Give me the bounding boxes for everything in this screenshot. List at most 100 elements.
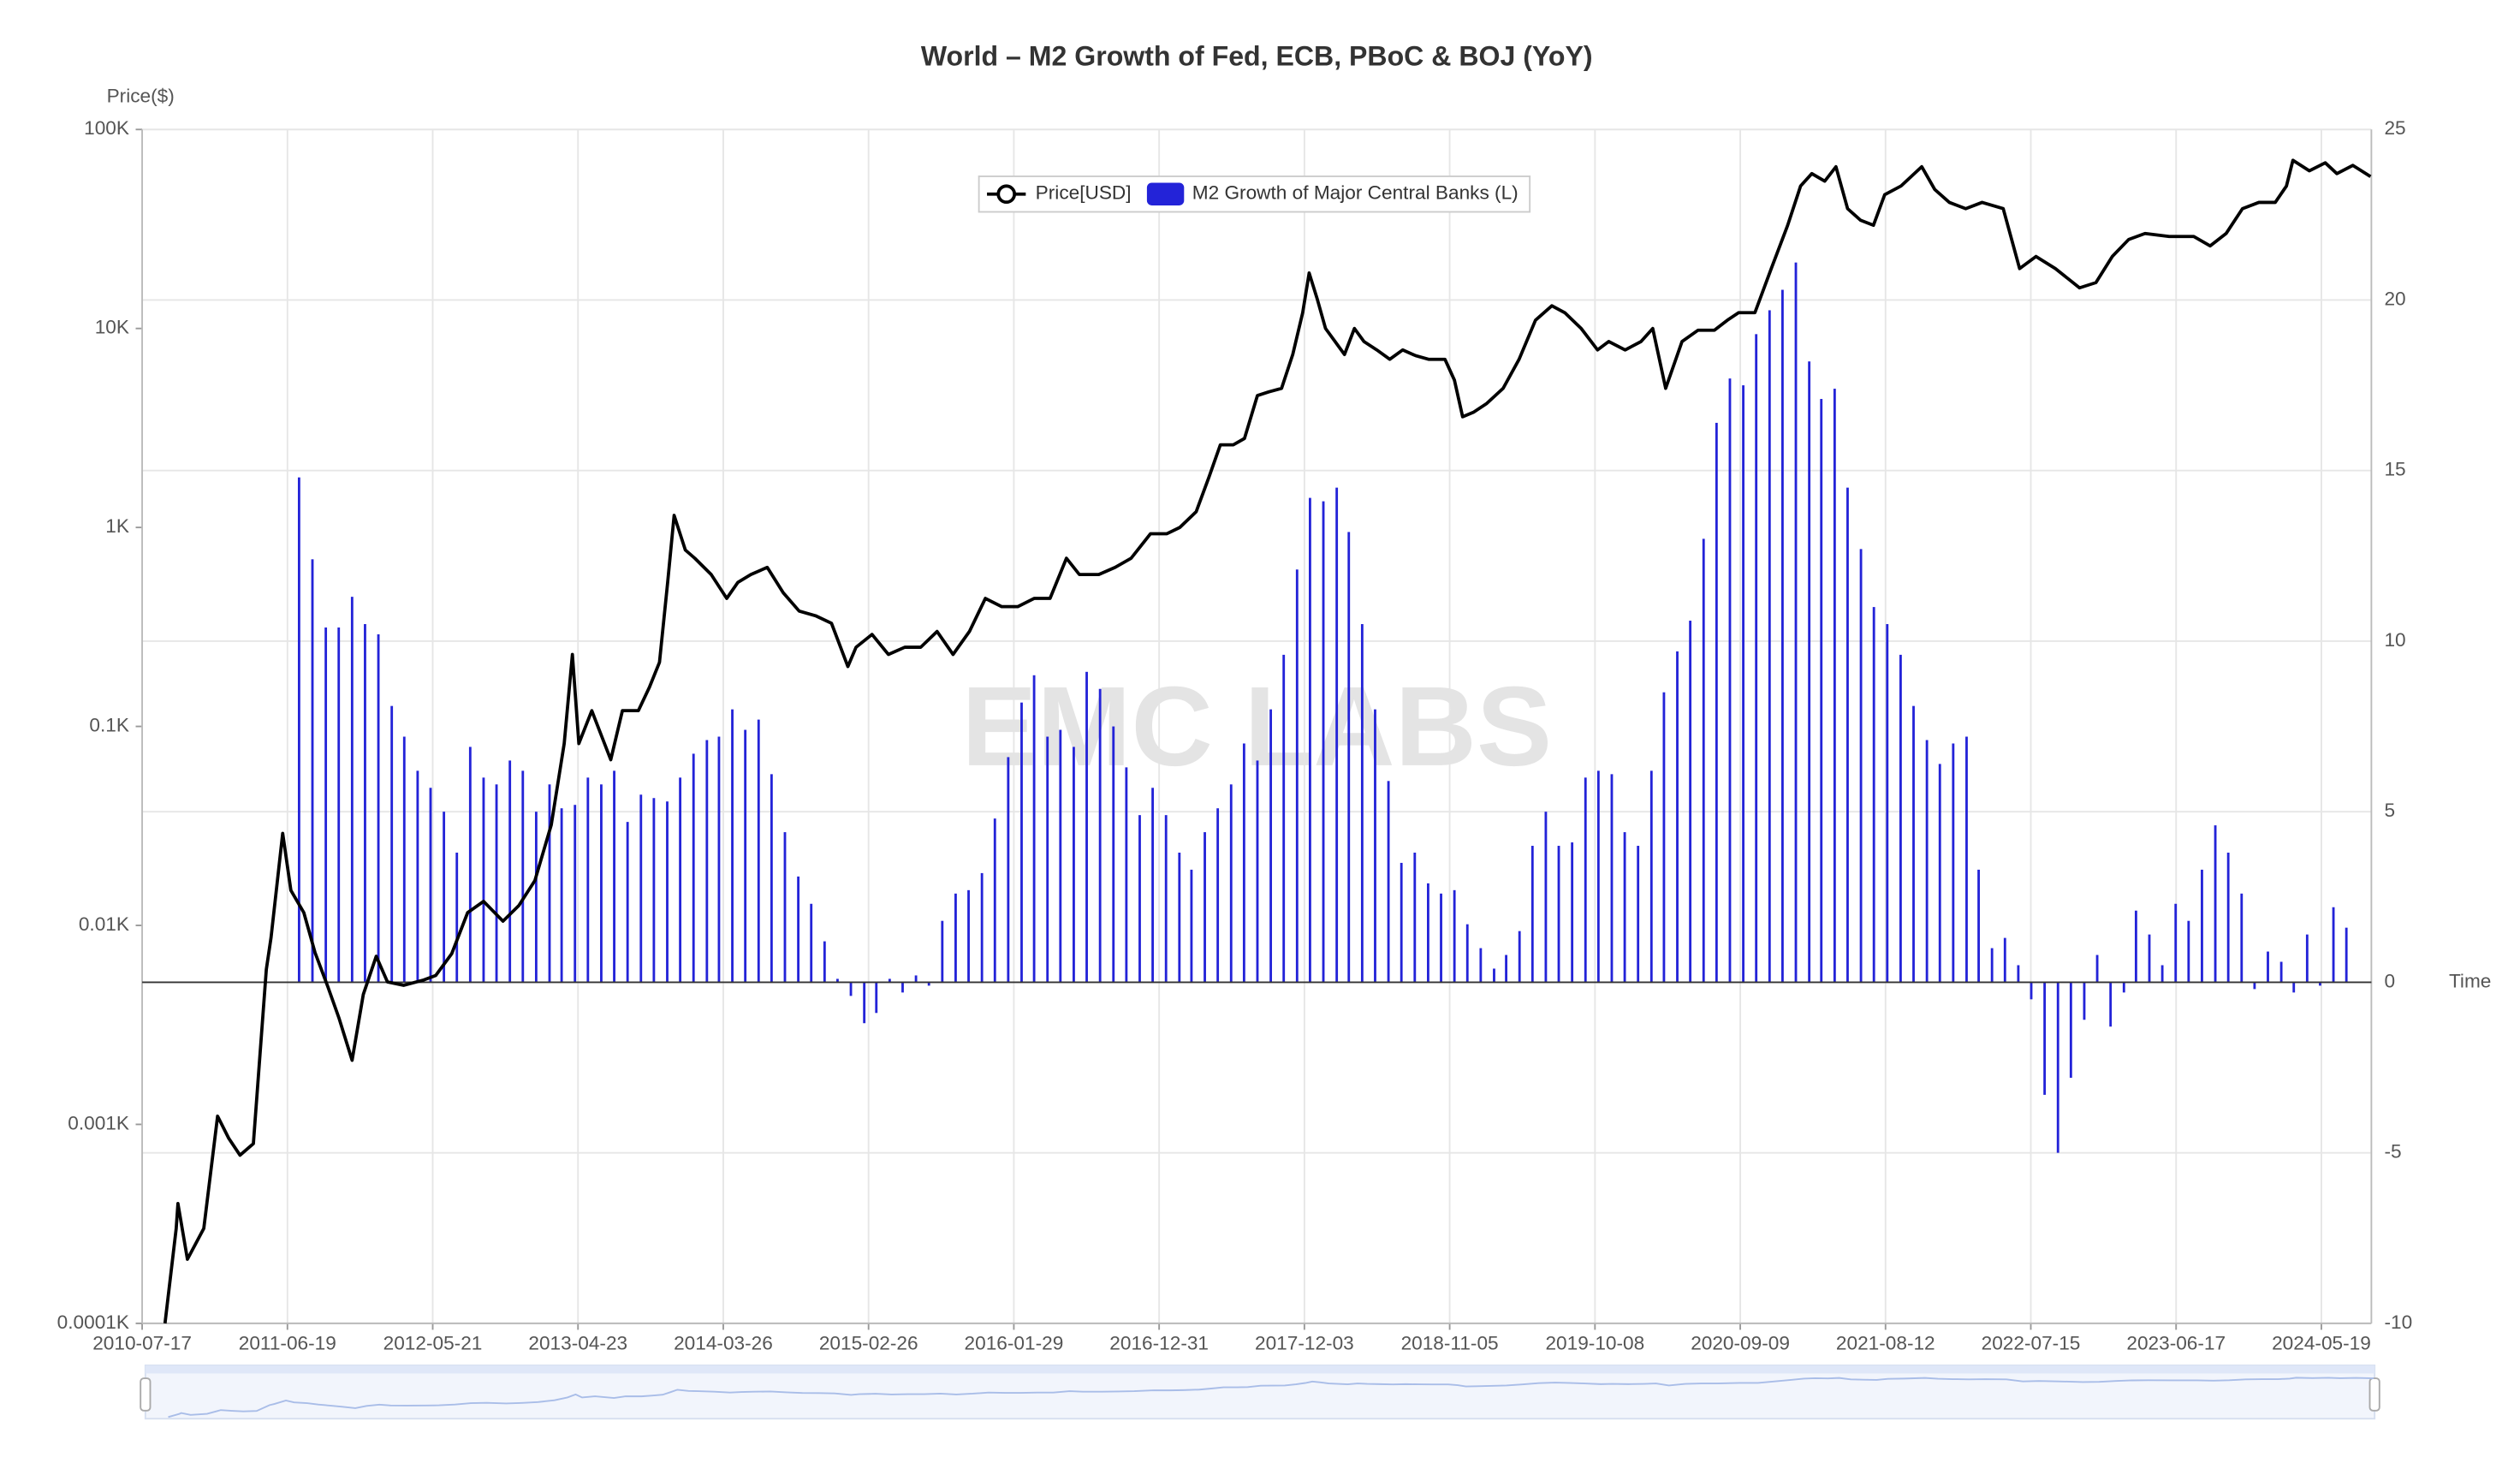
bar [1440,893,1442,983]
bar [1702,538,1705,983]
legend-label[interactable]: M2 Growth of Major Central Banks (L) [1192,182,1519,204]
y-tick-label: 0.001K [68,1112,129,1133]
bar [1505,955,1507,983]
bar [1493,968,1495,983]
bar [1715,422,1718,983]
bar [1229,784,1233,983]
bar [1990,948,1994,983]
bar [1872,607,1875,983]
bar [560,808,563,983]
slider-handle[interactable] [2368,1377,2380,1412]
x-tick-label: 2021-08-12 [1836,1332,1935,1353]
bar [666,801,669,983]
legend-label[interactable]: Price[USD] [1036,182,1132,204]
bar [2056,982,2059,1153]
bar [731,709,734,983]
bar [2201,869,2203,983]
x-tick-label: 2012-05-21 [383,1332,483,1353]
bar [1125,767,1128,983]
bar [2174,903,2178,983]
bar [311,559,314,983]
zoom-slider[interactable] [140,1365,2380,1420]
y2-tick-label: 25 [2384,117,2405,139]
slider-bar[interactable] [145,1365,2375,1374]
bar [495,784,498,983]
y-tick-label: 100K [84,117,129,139]
bar [324,627,328,983]
bar [1676,651,1679,983]
y-tick-label: 1K [105,515,129,537]
y2-tick-label: 20 [2384,288,2405,309]
bar [941,920,944,983]
bar [2253,982,2256,990]
bar [1584,777,1587,983]
slider-handle[interactable] [140,1377,152,1412]
bar-series [297,262,2348,1153]
bar [482,777,485,983]
bar [1912,705,1915,983]
bar [2122,982,2125,993]
bar [548,784,551,983]
axes: -10 -5 0 5 10 15 20 25 0.0001K 0.001K 0.01K 0.1K 1K 1… [57,117,2413,1353]
bar [586,777,590,983]
bar [1965,736,1968,983]
bar [914,975,918,983]
bar [390,705,394,983]
bar [1347,532,1351,983]
x-tick-label: 2010-07-17 [92,1332,192,1353]
bar [377,633,380,983]
y-tick-label: 0.0001K [57,1311,129,1333]
bar [823,941,826,983]
bar [849,982,853,996]
x-tick-label: 2019-10-08 [1545,1332,1644,1353]
line-series [163,158,2372,1324]
bar [1178,852,1181,983]
bar [1846,487,1849,983]
bar [2003,937,2006,983]
bar [2214,825,2217,983]
bar [1360,624,1364,983]
bar [1794,262,1798,983]
x-tick-label: 2016-01-29 [965,1332,1064,1353]
bar [2345,927,2348,983]
bar [1544,812,1548,983]
x-tick-label: 2020-09-09 [1691,1332,1790,1353]
bar [508,760,512,983]
bar [574,805,577,983]
y-tick-label: 0.1K [89,715,129,736]
bar [1427,883,1429,983]
bar [1780,289,1784,983]
bar [2109,982,2113,1027]
bar [626,822,629,983]
bar [2043,982,2047,1095]
bar [1256,760,1259,983]
bar [1007,757,1010,983]
bar [888,978,891,983]
y-axis-label: Price($) [107,85,175,106]
bar [954,893,957,983]
bar [1637,846,1640,983]
bar [1020,702,1023,983]
x-axis-label: Time [2449,971,2491,992]
bar [1335,487,1339,983]
bar [2279,961,2283,983]
bar [1242,743,1245,983]
bar [600,784,603,983]
bar [521,770,525,983]
bar [1820,399,1823,983]
bar [1073,746,1075,983]
x-tick-label: 2015-02-26 [819,1332,918,1353]
bar [1610,774,1614,983]
bar [2187,920,2190,983]
bar [1808,361,1811,983]
bar [1596,770,1600,983]
bar [1952,743,1955,983]
bar [1098,688,1102,983]
bar [1190,869,1193,983]
bar [468,746,472,983]
legend[interactable]: Price[USD] M2 Growth of Major Central Ba… [978,175,1531,213]
bar [1728,378,1732,983]
bar [1859,549,1863,983]
bar [1662,692,1666,983]
